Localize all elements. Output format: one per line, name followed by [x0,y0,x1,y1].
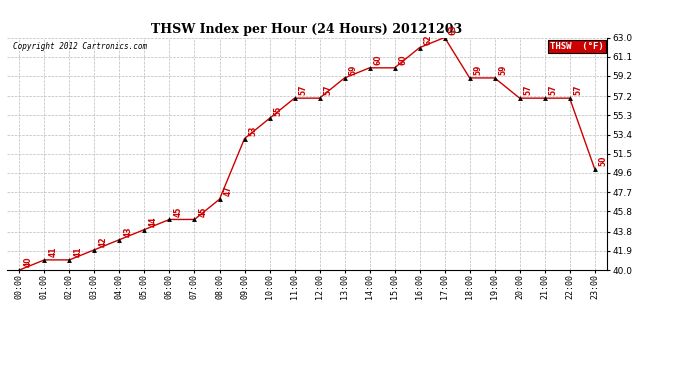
Text: 57: 57 [549,85,558,95]
Text: 42: 42 [99,237,108,247]
Text: 57: 57 [524,85,533,95]
Text: 59: 59 [499,65,508,75]
Title: THSW Index per Hour (24 Hours) 20121203: THSW Index per Hour (24 Hours) 20121203 [152,23,462,36]
Text: 53: 53 [248,125,257,136]
Text: 50: 50 [599,156,608,166]
Text: 57: 57 [324,85,333,95]
Text: 60: 60 [399,54,408,65]
Text: 40: 40 [23,257,32,267]
Text: 43: 43 [124,226,132,237]
Text: Copyright 2012 Cartronics.com: Copyright 2012 Cartronics.com [13,42,147,51]
Text: 62: 62 [424,34,433,45]
Text: THSW  (°F): THSW (°F) [551,42,604,51]
Text: 63: 63 [448,24,457,35]
Text: 55: 55 [274,105,283,116]
Text: 41: 41 [48,247,57,257]
Text: 41: 41 [74,247,83,257]
Text: 59: 59 [474,65,483,75]
Text: 45: 45 [174,206,183,217]
Text: 45: 45 [199,206,208,217]
Text: 44: 44 [148,216,157,227]
Text: 57: 57 [574,85,583,95]
Text: 47: 47 [224,186,233,196]
Text: 60: 60 [374,54,383,65]
Text: 57: 57 [299,85,308,95]
Text: 59: 59 [348,65,357,75]
